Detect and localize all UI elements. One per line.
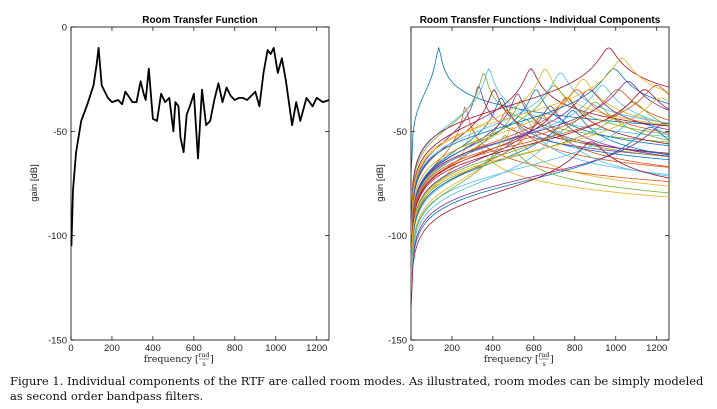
components-y-axis-label: gain [dB] (375, 164, 386, 202)
components-x-axis-label-text: frequency (484, 354, 533, 365)
components-mode-curve (410, 89, 670, 254)
components-x-tick-label: 1000 (605, 343, 626, 354)
components-mode-curve (410, 97, 670, 254)
components-mode-curve (410, 110, 670, 264)
rtf-x-tick-label: 1200 (306, 343, 327, 354)
components-x-unit-num: rad (538, 351, 549, 359)
components-x-tick-label: 800 (567, 343, 583, 354)
components-mode-curve (410, 106, 670, 270)
components-plot-area (410, 46, 670, 307)
rtf-x-tick-label: 600 (186, 343, 202, 354)
components-x-tick-label: 600 (526, 343, 542, 354)
rtf-plot-frame (70, 26, 330, 341)
components-x-tick-label: 400 (485, 343, 501, 354)
components-chart: Room Transfer Functions - Individual Com… (375, 15, 670, 368)
components-mode-curve (410, 114, 670, 287)
rtf-y-tick-label: -50 (53, 127, 67, 138)
components-mode-curve (410, 106, 670, 256)
rtf-y-tick-label: -100 (48, 231, 67, 242)
rtf-x-tick-label: 0 (68, 343, 73, 354)
rtf-y-axis-label: gain [dB] (29, 164, 40, 202)
rtf-y-tick-label: 0 (62, 23, 67, 34)
rtf-x-axis-label-text: frequency (144, 354, 193, 365)
components-chart-title: Room Transfer Functions - Individual Com… (420, 15, 661, 26)
figure-canvas: Room Transfer Function 0 -50 -100 -150 0 200… (29, 15, 670, 368)
components-x-tick-label: 200 (444, 343, 460, 354)
rtf-x-axis-label: frequency [ rad s ] (144, 351, 214, 368)
components-mode-curve (410, 46, 670, 175)
components-mode-curve (410, 84, 670, 258)
rtf-x-bracket-right: ] (210, 354, 214, 365)
rtf-x-unit-den: s (202, 360, 205, 368)
components-mode-curve (410, 85, 670, 262)
components-mode-curve (410, 126, 670, 276)
components-mode-curve (410, 126, 670, 301)
components-x-ticks: 0 200 400 600 800 1000 1200 (408, 27, 667, 354)
components-mode-curve (410, 126, 670, 285)
components-x-unit-den: s (542, 360, 545, 368)
components-x-tick-label: 1200 (646, 343, 667, 354)
rtf-x-ticks: 0 200 400 600 800 1000 1200 (68, 27, 327, 354)
components-mode-curve (410, 68, 670, 233)
components-mode-curve (410, 57, 670, 235)
rtf-plot-area (70, 47, 330, 247)
components-mode-curve (410, 72, 670, 241)
components-plot-frame (410, 26, 670, 341)
rtf-y-tick-label: -150 (48, 336, 67, 347)
rtf-x-bracket-left: [ (195, 354, 199, 365)
rtf-x-tick-label: 400 (145, 343, 161, 354)
rtf-series-line (70, 47, 330, 247)
rtf-chart: Room Transfer Function 0 -50 -100 -150 0 200… (29, 15, 330, 368)
components-mode-curve (410, 78, 670, 250)
components-mode-curve (410, 89, 670, 266)
figure-caption: Figure 1. Individual components of the R… (10, 374, 704, 403)
components-mode-curve (410, 141, 670, 307)
rtf-x-tick-label: 800 (227, 343, 243, 354)
components-mode-curve (410, 47, 670, 223)
components-x-tick-label: 0 (408, 343, 413, 354)
components-x-axis-label: frequency [ rad s ] (484, 351, 554, 368)
components-y-tick-label: -100 (388, 231, 407, 242)
components-mode-curve (410, 80, 670, 256)
rtf-x-unit-num: rad (198, 351, 209, 359)
components-mode-curve (410, 135, 670, 289)
components-y-tick-label: -50 (393, 127, 407, 138)
components-mode-curve (410, 89, 670, 258)
rtf-chart-title: Room Transfer Function (142, 15, 258, 26)
components-mode-curve (410, 89, 670, 261)
components-mode-curve (410, 97, 670, 272)
components-mode-curve (410, 97, 670, 264)
rtf-y-ticks: 0 -50 -100 -150 (48, 23, 329, 347)
rtf-x-tick-label: 200 (104, 343, 120, 354)
components-mode-curve (410, 68, 670, 242)
components-mode-curve (410, 130, 670, 293)
components-y-tick-label: -150 (388, 336, 407, 347)
rtf-x-tick-label: 1000 (265, 343, 286, 354)
components-x-bracket-left: [ (535, 354, 539, 365)
components-mode-curve (410, 122, 670, 298)
components-mode-curve (410, 68, 670, 237)
components-x-bracket-right: ] (550, 354, 554, 365)
